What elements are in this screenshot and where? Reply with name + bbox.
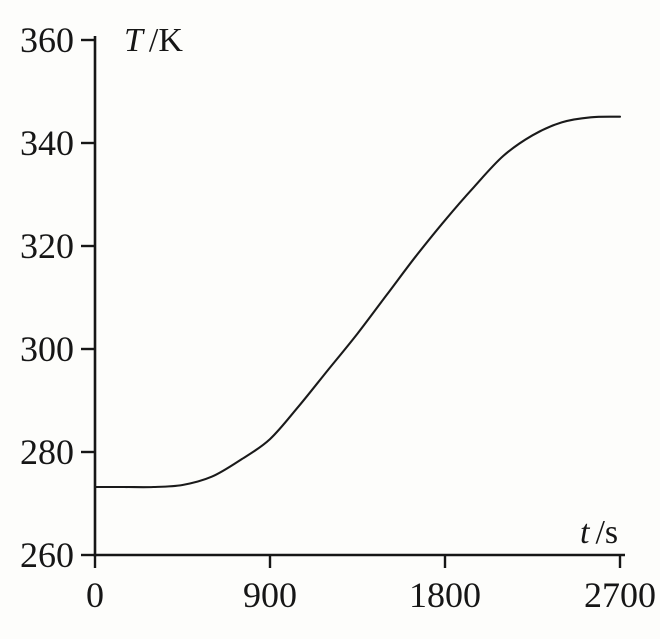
y-tick-label: 360 (20, 20, 74, 60)
y-tick-label: 260 (20, 535, 74, 575)
y-tick-label: 340 (20, 123, 74, 163)
y-axis-label-variable: T (124, 22, 143, 59)
y-axis-label: T/K (124, 24, 183, 58)
x-axis-label: t/s (580, 516, 618, 550)
y-tick-label: 280 (20, 432, 74, 472)
x-tick-label: 2700 (584, 575, 656, 615)
x-tick-label: 0 (86, 575, 104, 615)
y-axis-label-unit: /K (148, 22, 183, 59)
y-tick-label: 300 (20, 329, 74, 369)
temperature-curve (93, 115, 622, 489)
x-axis-label-unit: /s (595, 514, 619, 551)
x-tick-label: 900 (243, 575, 297, 615)
x-axis-label-variable: t (580, 514, 590, 551)
y-tick-label: 320 (20, 226, 74, 266)
x-tick-label: 1800 (409, 575, 481, 615)
